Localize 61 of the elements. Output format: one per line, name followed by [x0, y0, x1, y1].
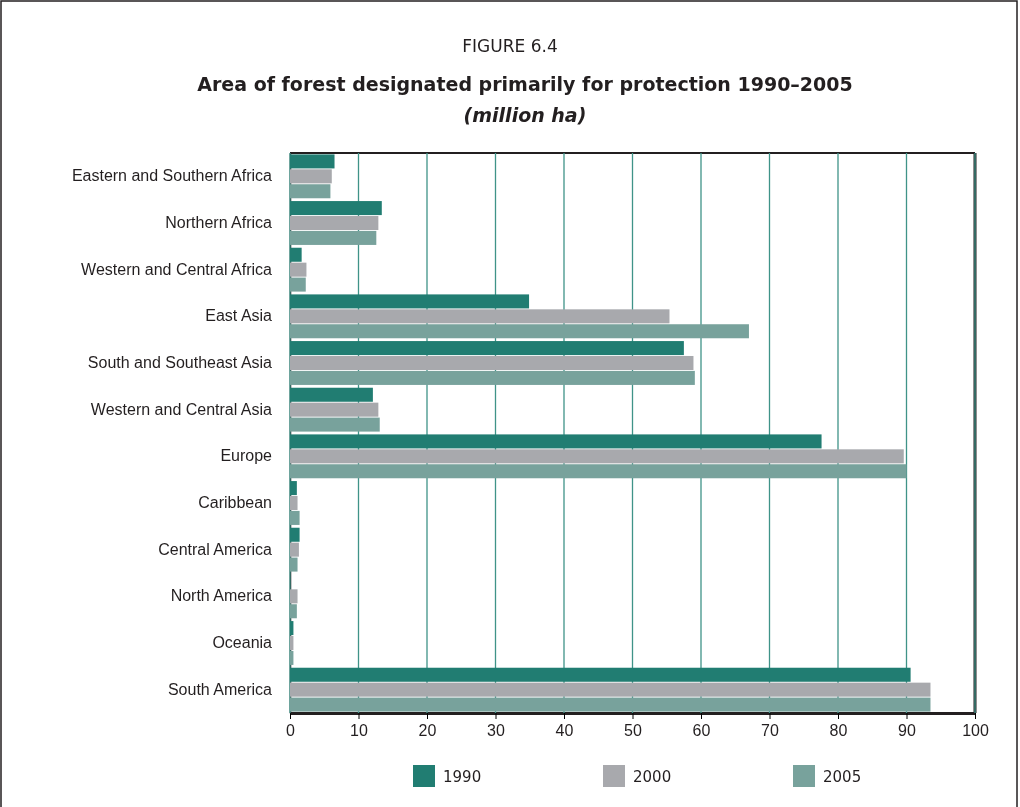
bar	[290, 495, 298, 511]
y-tick-label: South and Southeast Asia	[87, 354, 273, 372]
bar	[290, 201, 382, 216]
x-tick-label: 60	[692, 722, 711, 740]
chart-title: Area of forest designated primarily for protection 1990–2005	[197, 73, 853, 95]
bar	[290, 542, 299, 557]
bar	[290, 434, 822, 449]
bar	[290, 184, 331, 199]
y-tick-label: Oceania	[212, 634, 273, 652]
x-tick-label: 30	[487, 722, 505, 740]
y-tick-label: North America	[170, 587, 273, 605]
y-tick-label: Western and Central Africa	[81, 260, 273, 278]
y-tick-label: Eastern and Southern Africa	[71, 167, 273, 185]
bar	[290, 154, 335, 169]
bar	[290, 294, 530, 309]
legend-label: 2005	[823, 768, 862, 786]
x-tick-label: 0	[286, 722, 296, 740]
legend-label: 1990	[443, 768, 482, 786]
y-tick-label: Northern Africa	[165, 214, 273, 232]
x-tick-label: 20	[418, 722, 437, 740]
y-tick-label: Central America	[158, 540, 273, 558]
bar	[290, 557, 298, 572]
caption: FIGURE 6.4	[462, 36, 558, 56]
bar	[290, 464, 907, 479]
y-tick-label: Western and Central Asia	[90, 400, 273, 418]
bar	[290, 247, 302, 262]
y-tick-label: Europe	[220, 447, 273, 465]
bar	[290, 481, 297, 496]
bar	[290, 449, 904, 464]
bar	[290, 387, 373, 402]
bar	[290, 510, 300, 525]
legend-label: 2000	[633, 768, 672, 786]
bar	[290, 682, 931, 697]
x-tick-label: 70	[761, 722, 779, 740]
bar	[290, 324, 749, 339]
y-tick-label: East Asia	[205, 307, 273, 325]
bar	[290, 230, 377, 245]
bar	[290, 341, 684, 356]
bar	[290, 169, 332, 184]
x-tick-label: 90	[898, 722, 916, 740]
bar	[290, 309, 670, 324]
bar	[290, 604, 297, 619]
x-tick-label: 100	[962, 722, 989, 740]
bar	[290, 402, 379, 417]
bar	[290, 667, 911, 682]
bar	[290, 697, 931, 712]
bar	[290, 589, 298, 604]
bar	[290, 355, 694, 371]
bar	[290, 262, 307, 277]
y-tick-label: South America	[167, 680, 273, 698]
x-tick-label: 50	[624, 722, 642, 740]
chart-subtitle: (million ha)	[463, 104, 587, 126]
bar	[290, 215, 379, 231]
bar	[290, 417, 380, 432]
y-tick-label: Caribbean	[198, 494, 272, 512]
bar	[290, 370, 695, 385]
bar	[290, 527, 300, 542]
x-tick-label: 40	[555, 722, 574, 740]
x-tick-label: 10	[350, 722, 368, 740]
x-tick-label: 80	[829, 722, 848, 740]
bar	[290, 277, 306, 292]
